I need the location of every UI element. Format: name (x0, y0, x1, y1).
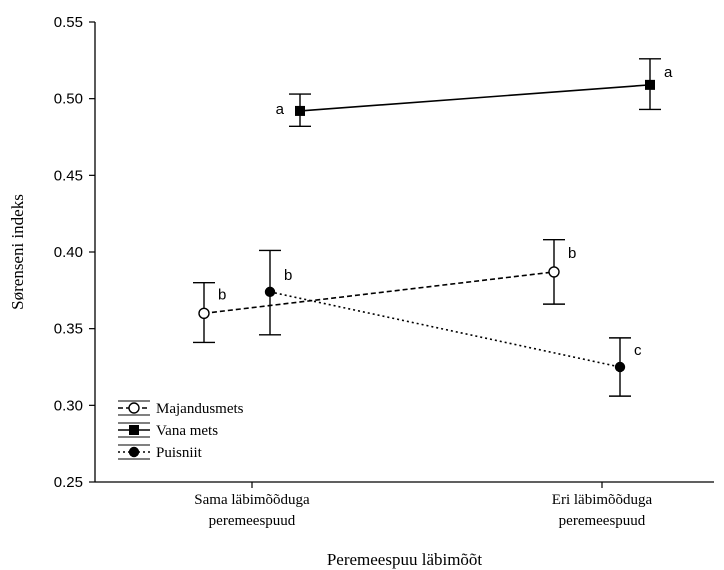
y-tick-label: 0.30 (54, 397, 83, 414)
axes: 0.25 0.30 0.35 0.40 0.45 0.50 0.55 Sama läbimõõ… (54, 14, 714, 529)
y-tick-label: 0.40 (54, 244, 83, 261)
significance-label: a (664, 64, 673, 81)
x-category-label: peremeespuud (209, 513, 296, 529)
significance-label: b (218, 286, 226, 303)
data-point (198, 307, 210, 320)
series-line (203, 271, 555, 315)
series-layer: b b a a b c (193, 58, 673, 397)
y-tick-label: 0.25 (54, 474, 83, 491)
significance-label: c (634, 342, 642, 359)
significance-label: a (276, 101, 285, 118)
significance-label: b (284, 267, 292, 284)
legend-marker (128, 402, 140, 414)
data-point (614, 361, 626, 373)
data-point (645, 79, 655, 90)
y-tick-label: 0.50 (54, 91, 83, 108)
x-axis-title: Peremeespuu läbimõõt (327, 550, 483, 569)
y-axis-title: Sørenseni indeks (8, 194, 27, 310)
data-point (295, 105, 305, 116)
y-tick-label: 0.55 (54, 14, 83, 31)
y-tick-label: 0.35 (54, 321, 83, 338)
legend-marker (128, 446, 140, 458)
series-line (299, 84, 651, 112)
x-category-label: Sama läbimõõduga (194, 492, 310, 508)
y-tick-label: 0.45 (54, 167, 83, 184)
data-point (548, 266, 560, 278)
x-category-label: Eri läbimõõduga (552, 492, 653, 508)
legend: Majandusmets Vana mets Puisniit (118, 400, 244, 461)
legend-label: Vana mets (156, 423, 218, 439)
legend-label: Puisniit (156, 445, 203, 461)
significance-label: b (568, 245, 576, 262)
x-category-label: peremeespuud (559, 513, 646, 529)
legend-label: Majandusmets (156, 401, 244, 417)
data-point (264, 286, 276, 298)
legend-marker (129, 425, 139, 435)
series-line (269, 291, 621, 368)
